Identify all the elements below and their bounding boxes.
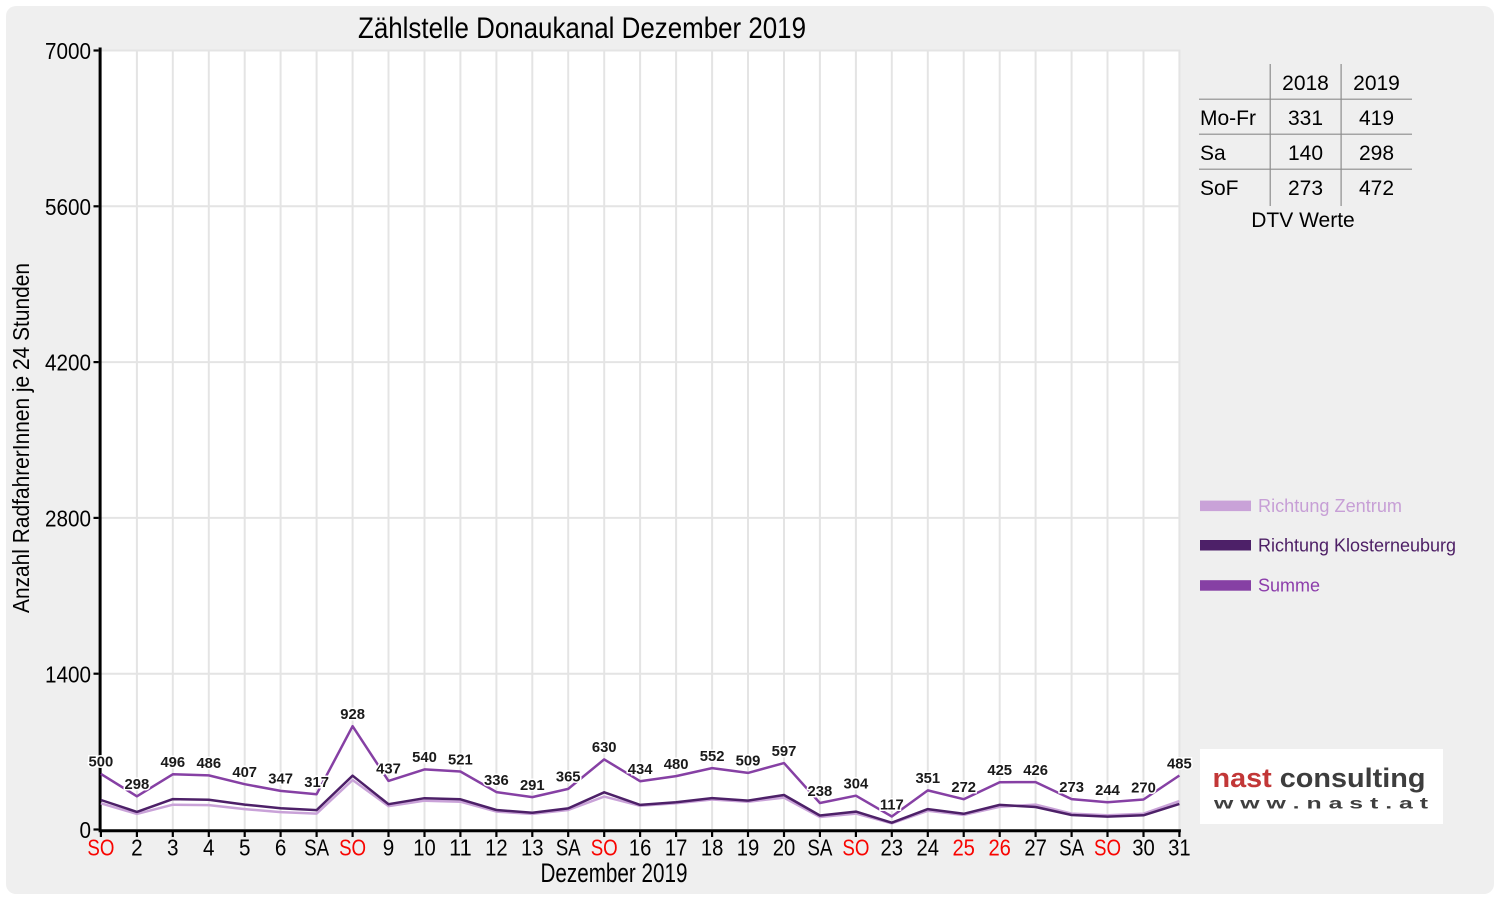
svg-text:238: 238 [808, 784, 833, 800]
svg-text:4: 4 [203, 835, 215, 861]
svg-text:0: 0 [80, 817, 92, 843]
svg-text:25: 25 [952, 835, 975, 861]
svg-text:273: 273 [1288, 177, 1323, 200]
svg-text:331: 331 [1288, 107, 1323, 130]
svg-text:30: 30 [1132, 835, 1155, 861]
svg-text:3: 3 [167, 835, 179, 861]
svg-text:480: 480 [664, 757, 689, 773]
svg-text:DTV Werte: DTV Werte [1251, 209, 1354, 232]
svg-text:Anzahl RadfahrerInnen je 24 St: Anzahl RadfahrerInnen je 24 Stunden [8, 263, 34, 613]
svg-text:10: 10 [413, 835, 436, 861]
svg-text:425: 425 [987, 763, 1012, 779]
svg-text:630: 630 [592, 740, 617, 756]
svg-text:SA: SA [304, 835, 330, 861]
svg-text:496: 496 [160, 755, 185, 771]
svg-text:31: 31 [1168, 835, 1191, 861]
svg-text:437: 437 [376, 762, 401, 778]
svg-text:298: 298 [1359, 142, 1394, 165]
svg-text:521: 521 [448, 752, 473, 768]
svg-text:9: 9 [383, 835, 395, 861]
svg-text:Dezember 2019: Dezember 2019 [541, 858, 688, 888]
svg-text:6: 6 [275, 835, 287, 861]
svg-text:336: 336 [484, 773, 509, 789]
svg-text:304: 304 [844, 777, 869, 793]
svg-text:SO: SO [1094, 835, 1121, 861]
svg-text:Richtung Zentrum: Richtung Zentrum [1258, 496, 1402, 516]
svg-text:Mo-Fr: Mo-Fr [1200, 107, 1256, 130]
svg-text:27: 27 [1024, 835, 1047, 861]
svg-text:552: 552 [700, 749, 725, 765]
svg-text:11: 11 [449, 835, 472, 861]
svg-text:509: 509 [736, 754, 761, 770]
svg-text:5: 5 [239, 835, 251, 861]
svg-text:13: 13 [521, 835, 544, 861]
svg-text:2800: 2800 [45, 506, 91, 532]
svg-text:2019: 2019 [1353, 72, 1400, 95]
svg-text:347: 347 [268, 772, 293, 788]
svg-text:270: 270 [1131, 780, 1156, 796]
svg-text:19: 19 [737, 835, 760, 861]
svg-text:nast consulting: nast consulting [1213, 763, 1426, 793]
svg-text:273: 273 [1059, 780, 1084, 796]
svg-text:597: 597 [772, 744, 797, 760]
svg-text:485: 485 [1167, 756, 1192, 772]
svg-text:2: 2 [131, 835, 143, 861]
svg-text:298: 298 [125, 777, 150, 793]
svg-text:23: 23 [881, 835, 904, 861]
svg-text:Summe: Summe [1258, 576, 1320, 596]
svg-text:12: 12 [485, 835, 508, 861]
svg-text:365: 365 [556, 770, 581, 786]
svg-text:Richtung Klosterneuburg: Richtung Klosterneuburg [1258, 536, 1456, 556]
svg-text:426: 426 [1023, 763, 1048, 779]
svg-text:540: 540 [412, 750, 437, 766]
svg-text:272: 272 [951, 780, 976, 796]
svg-text:Zählstelle Donaukanal Dezember: Zählstelle Donaukanal Dezember 2019 [358, 12, 806, 45]
svg-text:SA: SA [807, 835, 833, 861]
svg-text:SA: SA [1059, 835, 1085, 861]
svg-text:w w w . n a s t . a t: w w w . n a s t . a t [1212, 796, 1429, 813]
svg-text:291: 291 [520, 778, 545, 794]
svg-text:26: 26 [988, 835, 1011, 861]
svg-text:419: 419 [1359, 107, 1394, 130]
svg-text:7000: 7000 [45, 38, 91, 64]
svg-text:928: 928 [340, 707, 365, 723]
svg-text:SoF: SoF [1200, 177, 1239, 200]
svg-text:4200: 4200 [45, 350, 91, 376]
svg-text:244: 244 [1095, 783, 1120, 799]
svg-text:500: 500 [89, 755, 114, 771]
svg-text:SA: SA [556, 835, 582, 861]
svg-text:SO: SO [591, 835, 618, 861]
svg-text:472: 472 [1359, 177, 1394, 200]
svg-text:24: 24 [917, 835, 940, 861]
svg-text:140: 140 [1288, 142, 1323, 165]
svg-text:434: 434 [628, 762, 653, 778]
svg-text:117: 117 [880, 797, 904, 813]
svg-text:2018: 2018 [1282, 72, 1329, 95]
svg-text:1400: 1400 [45, 661, 91, 687]
svg-text:16: 16 [629, 835, 652, 861]
svg-text:17: 17 [665, 835, 688, 861]
svg-text:Sa: Sa [1200, 142, 1226, 165]
svg-text:351: 351 [915, 771, 940, 787]
svg-text:20: 20 [773, 835, 796, 861]
svg-text:SO: SO [842, 835, 869, 861]
svg-text:18: 18 [701, 835, 724, 861]
svg-text:317: 317 [304, 775, 329, 791]
svg-text:SO: SO [87, 835, 114, 861]
svg-text:5600: 5600 [45, 194, 91, 220]
svg-text:407: 407 [232, 765, 257, 781]
svg-text:486: 486 [196, 756, 221, 772]
svg-text:SO: SO [339, 835, 366, 861]
